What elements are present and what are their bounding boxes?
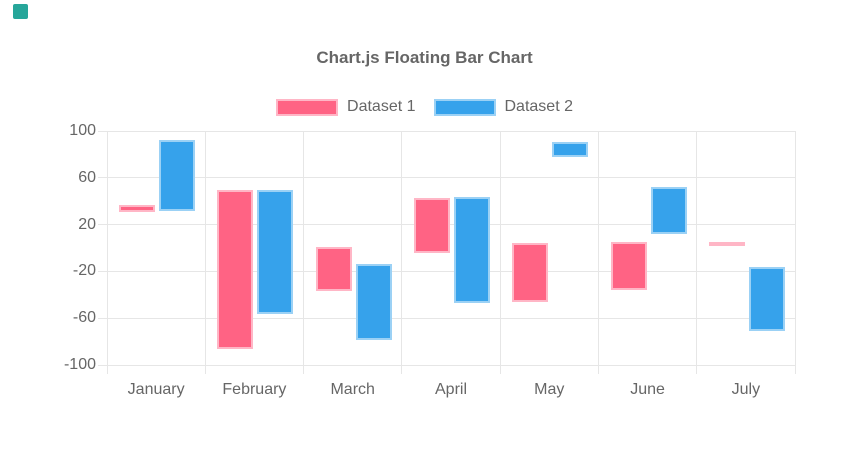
bar-dataset1-april[interactable]: [414, 197, 450, 253]
y-axis-tick-label: 20: [78, 215, 96, 233]
y-axis-tick-label: 60: [78, 168, 96, 186]
corner-badge: [13, 4, 28, 19]
y-axis-tick-label: -20: [72, 262, 96, 280]
legend-label-dataset-1: Dataset 1: [347, 98, 416, 115]
y-gridline: [98, 130, 795, 132]
x-axis-category-label: July: [731, 381, 761, 398]
y-axis-tick-label: -60: [72, 309, 96, 327]
bar-dataset2-january[interactable]: [159, 140, 196, 211]
y-axis-tick-label: 100: [69, 122, 96, 139]
y-gridline: [98, 364, 795, 366]
bar-dataset1-may[interactable]: [512, 243, 549, 302]
bar-dataset2-february[interactable]: [257, 189, 294, 314]
bar-dataset2-may[interactable]: [552, 141, 589, 157]
x-axis-category-label: March: [330, 381, 375, 398]
x-gridline: [597, 131, 599, 374]
bar-dataset2-july[interactable]: [748, 266, 785, 332]
x-axis-category-label: April: [434, 381, 468, 398]
y-gridline: [98, 177, 795, 179]
legend-item-dataset-2[interactable]: Dataset 2: [433, 98, 573, 116]
legend-label-dataset-2: Dataset 2: [504, 98, 573, 115]
y-gridline: [98, 317, 795, 319]
x-gridline: [794, 131, 796, 374]
bar-dataset1-january[interactable]: [119, 204, 156, 212]
bar-dataset1-february[interactable]: [217, 189, 254, 349]
x-gridline: [696, 131, 698, 374]
bar-dataset1-march[interactable]: [315, 246, 352, 292]
x-gridline: [401, 131, 403, 374]
bar-dataset1-june[interactable]: [610, 242, 647, 291]
legend-swatch-dataset-1: [276, 98, 339, 116]
bar-dataset1-july[interactable]: [708, 242, 745, 247]
chart-legend: Dataset 1 Dataset 2: [0, 97, 849, 117]
x-axis-category-label: May: [534, 381, 565, 398]
x-gridline: [499, 131, 501, 374]
y-gridline: [98, 270, 795, 272]
x-axis-category-label: February: [222, 381, 287, 398]
x-axis-category-label: June: [630, 381, 665, 398]
bar-dataset2-april[interactable]: [454, 196, 490, 303]
chart-title: Chart.js Floating Bar Chart: [316, 48, 533, 67]
legend-swatch-dataset-2: [433, 98, 496, 116]
plot-area: 100 60 20 -20 -60 -100 January February March Apr…: [64, 122, 796, 398]
bar-dataset2-june[interactable]: [650, 187, 687, 234]
x-gridline: [106, 131, 108, 374]
y-axis-tick-label: -100: [63, 356, 96, 373]
x-axis-category-label: January: [127, 381, 185, 398]
bar-dataset2-march[interactable]: [355, 264, 392, 341]
x-gridline: [204, 131, 206, 374]
x-gridline: [303, 131, 305, 374]
legend-item-dataset-1[interactable]: Dataset 1: [276, 98, 416, 116]
